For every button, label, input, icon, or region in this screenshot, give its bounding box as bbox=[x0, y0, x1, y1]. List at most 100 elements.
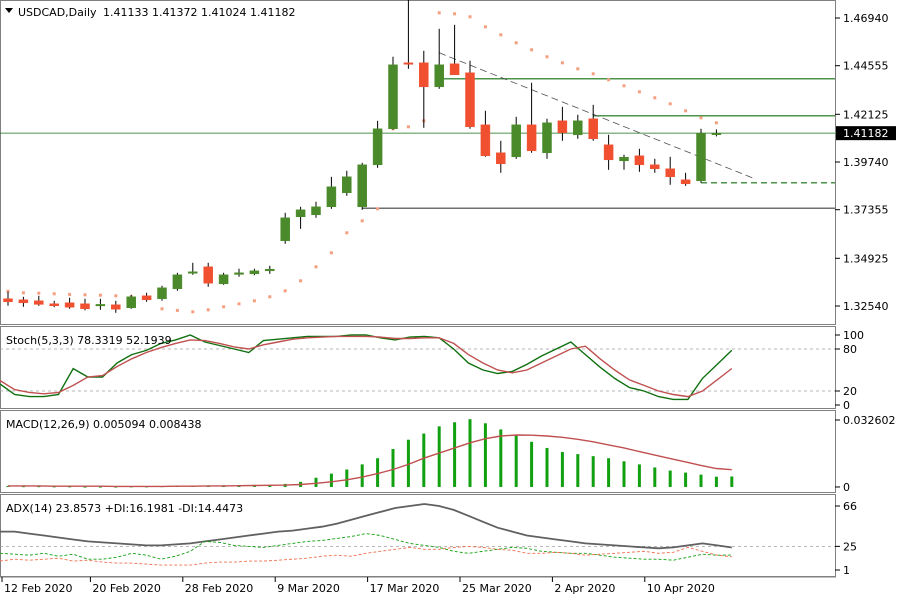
sar-dot bbox=[37, 291, 41, 295]
candle bbox=[449, 24, 460, 76]
macd-panel-frame bbox=[0, 410, 836, 493]
candle-body bbox=[588, 118, 598, 140]
candle-body bbox=[419, 62, 429, 88]
macd-histogram-bar bbox=[376, 458, 380, 487]
sar-dot bbox=[530, 48, 534, 52]
candle-body bbox=[573, 120, 583, 136]
macd-histogram-bar bbox=[622, 461, 626, 487]
candle bbox=[542, 118, 552, 159]
sar-dot bbox=[206, 308, 210, 312]
adx-adx-line bbox=[0, 503, 732, 550]
candle bbox=[496, 140, 506, 173]
candle bbox=[265, 265, 275, 274]
candle-body bbox=[434, 64, 444, 88]
price-tick-label: 1.42125 bbox=[843, 108, 889, 121]
sar-dot bbox=[98, 293, 102, 297]
candle-body bbox=[141, 295, 152, 301]
macd-histogram-bar bbox=[514, 435, 518, 487]
candle bbox=[634, 148, 645, 172]
candle-body bbox=[280, 217, 290, 242]
macd-histogram-bar bbox=[329, 473, 333, 487]
candle-body bbox=[95, 304, 106, 307]
time-tick-label: 12 Feb 2020 bbox=[4, 582, 72, 595]
sar-dot bbox=[268, 295, 272, 299]
candle-body bbox=[465, 72, 475, 128]
macd-histogram-bar bbox=[545, 447, 549, 487]
macd-histogram-bar bbox=[483, 423, 487, 487]
sar-dot bbox=[83, 293, 87, 297]
macd-histogram-bar bbox=[576, 454, 580, 487]
candle-body bbox=[342, 176, 352, 194]
price-title: USDCAD,Daily 1.41133 1.41372 1.41024 1.4… bbox=[5, 6, 295, 19]
time-tick-label: 17 Mar 2020 bbox=[370, 582, 440, 595]
candle-body bbox=[496, 152, 506, 165]
macd-histogram-bar bbox=[98, 486, 102, 488]
stochastic-title: Stoch(5,3,3) 78.3319 52.1939 bbox=[6, 334, 172, 347]
sar-dot bbox=[175, 308, 179, 312]
candle bbox=[203, 262, 213, 287]
sar-dot bbox=[68, 292, 72, 296]
candle bbox=[280, 212, 290, 244]
dropdown-triangle-icon[interactable] bbox=[5, 8, 13, 13]
candle bbox=[434, 28, 444, 89]
last-price-box bbox=[836, 126, 896, 141]
sar-dot bbox=[684, 109, 688, 113]
stochastic-tick-label: 0 bbox=[843, 399, 850, 412]
candle-body bbox=[295, 209, 306, 218]
sar-dot bbox=[406, 125, 410, 129]
adx-title: ADX(14) 23.8573 +DI:16.1981 -DI:14.4473 bbox=[6, 502, 243, 515]
candle bbox=[419, 50, 429, 128]
candle bbox=[95, 298, 106, 310]
macd-histogram-bar bbox=[499, 429, 503, 487]
ohlc-values: 1.41133 1.41372 1.41024 1.41182 bbox=[103, 6, 295, 19]
time-tick-label: 20 Feb 2020 bbox=[92, 582, 160, 595]
adx-minus_di-line bbox=[0, 545, 732, 566]
macd-axis: 0.032602 0 bbox=[835, 414, 896, 494]
stochastic-panel-frame bbox=[0, 326, 836, 409]
time-tick-label: 10 Apr 2020 bbox=[647, 582, 715, 595]
price-tick-label: 1.37355 bbox=[843, 204, 889, 217]
macd-histogram-bar bbox=[360, 464, 364, 487]
candles bbox=[3, 0, 722, 313]
macd-histogram-bar bbox=[653, 467, 657, 487]
candle bbox=[188, 262, 198, 275]
time-tick-label: 2 Apr 2020 bbox=[554, 582, 615, 595]
sar-dot bbox=[345, 231, 349, 235]
macd-tick-label: 0 bbox=[843, 481, 850, 494]
candle-body bbox=[619, 156, 629, 162]
sar-dot bbox=[437, 11, 441, 15]
candle-body bbox=[372, 128, 383, 166]
candle bbox=[480, 110, 491, 157]
candle-body bbox=[650, 164, 660, 170]
candle bbox=[326, 176, 337, 209]
candle bbox=[249, 268, 260, 276]
horizontal-levels bbox=[0, 78, 835, 209]
candle bbox=[126, 294, 136, 309]
price-tick-label: 1.46940 bbox=[843, 12, 889, 25]
candle-body bbox=[711, 132, 722, 135]
stochastic-main-line bbox=[0, 334, 733, 401]
macd-histogram-bar bbox=[422, 433, 426, 487]
adx-panel: 66 25 1 ADX(14) 23.8573 +DI:16.1981 -DI:14… bbox=[0, 494, 857, 577]
macd-histogram-bar bbox=[668, 470, 672, 487]
candle bbox=[511, 116, 521, 159]
candle bbox=[34, 295, 44, 306]
candle-body bbox=[80, 303, 90, 310]
sar-dot bbox=[483, 25, 487, 29]
sar-dot bbox=[545, 55, 549, 59]
macd-histogram-bar bbox=[637, 464, 641, 487]
candle-body bbox=[388, 64, 398, 130]
macd-histogram-bar bbox=[684, 472, 688, 487]
macd-histogram-bar bbox=[83, 486, 87, 488]
candle bbox=[557, 106, 568, 141]
macd-histogram-bar bbox=[607, 458, 611, 487]
candle-body bbox=[188, 271, 198, 274]
stochastic-levels bbox=[0, 348, 835, 392]
sar-dot bbox=[360, 219, 364, 223]
candle-body bbox=[449, 63, 460, 76]
price-axis: 1.46940 1.44555 1.42125 1.39740 1.37355 1.349… bbox=[835, 12, 896, 313]
candle bbox=[172, 272, 183, 291]
candle bbox=[711, 129, 722, 137]
adx-tick-label: 66 bbox=[843, 500, 857, 513]
